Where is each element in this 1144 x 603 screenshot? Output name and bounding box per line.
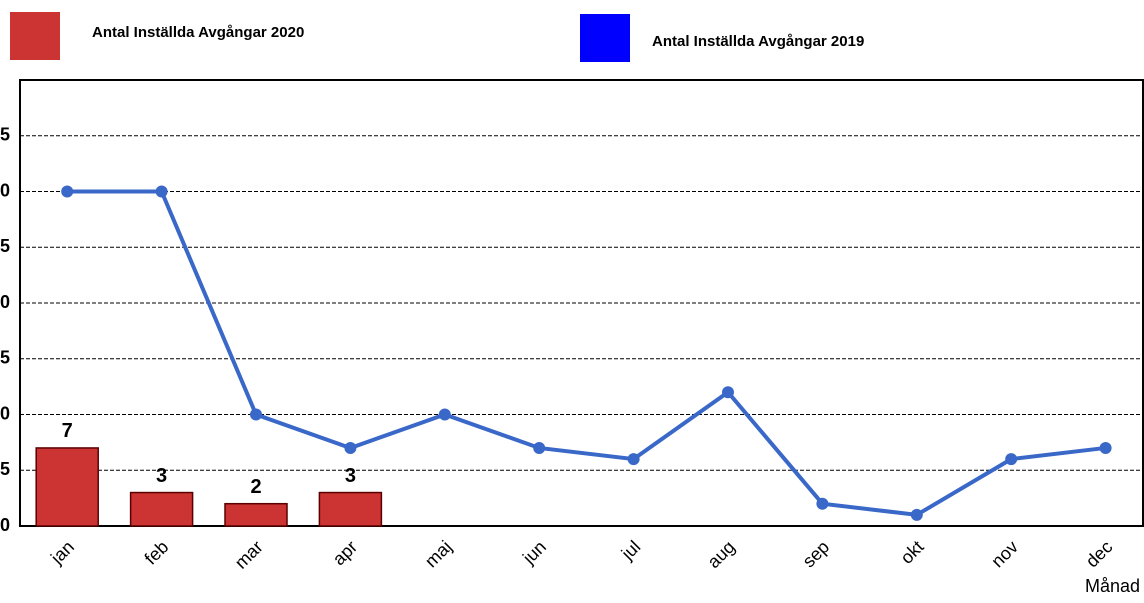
legend-label: Antal Inställda Avgångar 2020 bbox=[92, 24, 304, 41]
data-label: 2 bbox=[250, 476, 261, 498]
y-tick-label: 25 bbox=[0, 236, 10, 256]
y-tick-label: 30 bbox=[0, 180, 10, 200]
data-label: 7 bbox=[62, 420, 73, 442]
bar bbox=[35, 447, 99, 527]
legend-swatch bbox=[10, 12, 60, 60]
point bbox=[816, 497, 829, 510]
point bbox=[438, 408, 451, 421]
x-axis-title: Månad bbox=[1085, 576, 1140, 596]
x-tick-label: jul bbox=[617, 537, 645, 565]
legend-label: Antal Inställda Avgångar 2019 bbox=[652, 33, 864, 50]
x-tick-label: dec bbox=[1082, 537, 1117, 572]
point bbox=[1099, 441, 1112, 454]
point bbox=[910, 508, 923, 521]
x-tick-label: okt bbox=[897, 537, 928, 568]
point bbox=[533, 441, 546, 454]
point bbox=[61, 185, 74, 198]
y-tick-label: 5 bbox=[0, 459, 10, 479]
y-tick-label: 15 bbox=[0, 348, 10, 368]
y-tick-label: 35 bbox=[0, 125, 10, 145]
x-tick-label: mar bbox=[231, 537, 267, 573]
point bbox=[250, 408, 262, 421]
x-tick-label: feb bbox=[141, 537, 173, 569]
point bbox=[627, 453, 640, 466]
bar bbox=[224, 502, 288, 527]
data-label: 3 bbox=[345, 465, 356, 487]
x-tick-label: sep bbox=[799, 537, 834, 572]
plot-frame bbox=[19, 79, 1144, 527]
y-tick-label: 0 bbox=[0, 515, 10, 535]
y-tick-label: 20 bbox=[0, 292, 10, 312]
x-tick-label: jun bbox=[518, 537, 550, 569]
x-tick-label: aug bbox=[703, 537, 738, 572]
x-tick-label: nov bbox=[987, 537, 1022, 572]
point bbox=[155, 185, 168, 198]
bar bbox=[129, 491, 194, 527]
x-tick-label: maj bbox=[421, 537, 456, 572]
point bbox=[722, 386, 734, 399]
line bbox=[67, 189, 1106, 517]
point bbox=[1005, 453, 1018, 466]
y-tick-label: 10 bbox=[0, 403, 10, 423]
bar bbox=[318, 491, 383, 527]
data-label: 3 bbox=[156, 465, 167, 487]
x-tick-label: apr bbox=[329, 537, 362, 570]
x-tick-label: jan bbox=[46, 537, 78, 569]
point bbox=[344, 441, 357, 454]
legend-swatch bbox=[580, 14, 630, 62]
